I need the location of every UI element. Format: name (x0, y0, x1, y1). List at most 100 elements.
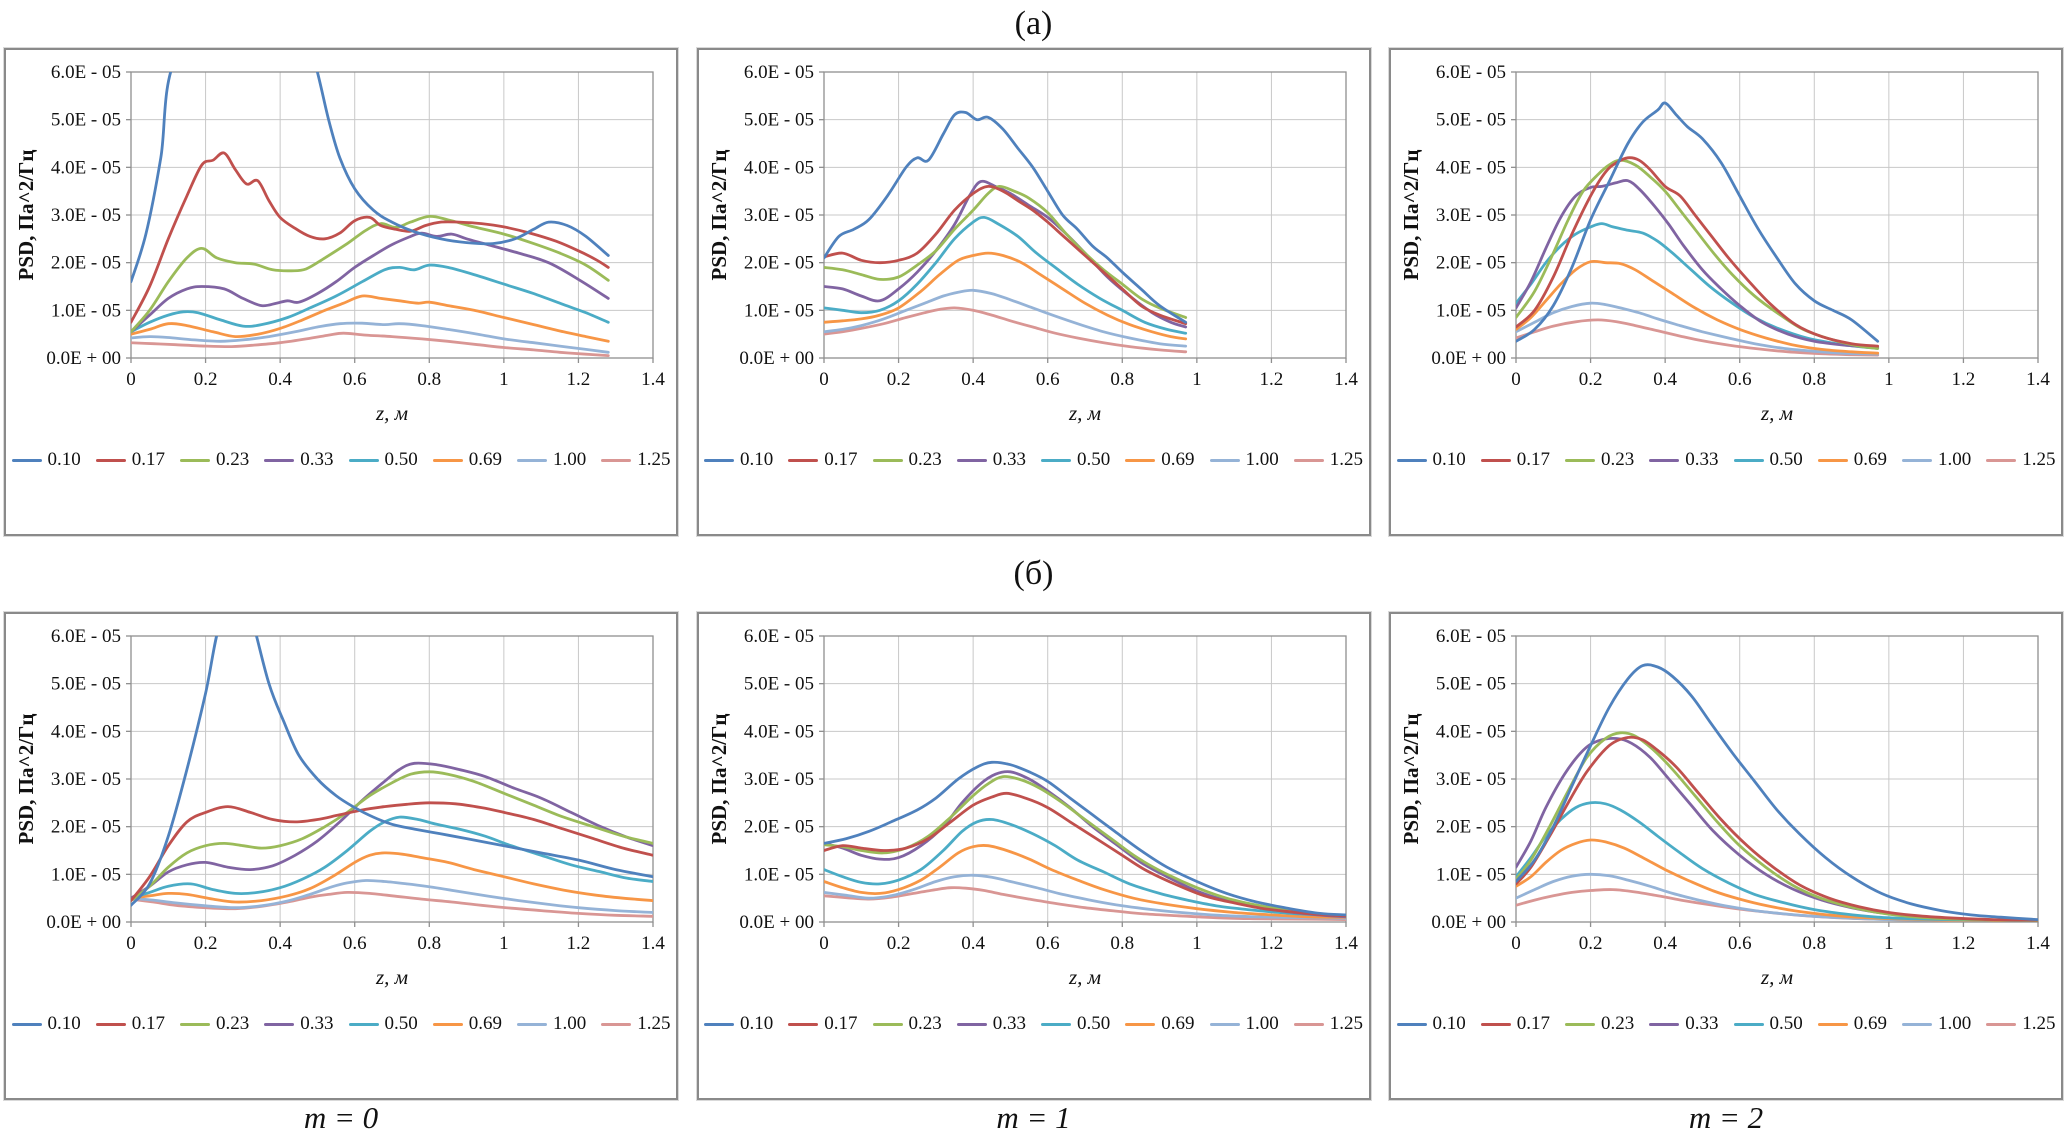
axis-labels: 0.0E + 00 1.0E - 05 2.0E - 05 3.0E - 05 4.0E… (1399, 626, 2050, 989)
series-line-0.50 (131, 263, 610, 334)
series-line-0.33 (131, 761, 653, 900)
legend-label: 0.17 (824, 449, 858, 470)
series-line-0.17 (131, 801, 653, 902)
axis-labels: 0.0E + 00 1.0E - 05 2.0E - 05 3.0E - 05 4.0E… (14, 626, 665, 989)
y-tick-label: 2.0E - 05 (1436, 253, 1506, 274)
legend-label: 0.23 (216, 1013, 250, 1034)
legend-item-0.23: 0.23 (1565, 449, 1634, 471)
legend-item-1.25: 1.25 (1986, 1013, 2056, 1035)
x-axis-title: z, м (1067, 965, 1100, 989)
y-tick-label: 0.0E + 00 (739, 348, 814, 369)
legend-line-swatch (1986, 1022, 2017, 1026)
x-axis-title: z, м (375, 401, 408, 425)
legend-item-0.50: 0.50 (1041, 1013, 1110, 1035)
y-tick-label: 2.0E - 05 (743, 253, 813, 274)
legend-item-0.17: 0.17 (788, 449, 858, 471)
legend-label: 0.69 (1853, 1013, 1887, 1034)
legend-label: 0.50 (1077, 449, 1111, 470)
x-tick-label: 1.4 (2026, 369, 2050, 390)
legend-label: 0.23 (1601, 449, 1635, 470)
legend-line-swatch (1209, 458, 1240, 462)
legend-line-swatch (1125, 458, 1156, 462)
x-tick-label: 0.2 (194, 933, 218, 954)
x-tick-label: 0.8 (1802, 933, 1826, 954)
panel-row-b: 0.0E + 00 1.0E - 05 2.0E - 05 3.0E - 05 4.0E… (0, 612, 2067, 1100)
series-line-0.69 (131, 294, 610, 343)
legend-item-1.00: 1.00 (1902, 449, 1971, 471)
x-tick-label: 0.2 (194, 369, 218, 390)
legend-item-0.10: 0.10 (1396, 449, 1466, 471)
series-line-1.00 (823, 873, 1346, 920)
legend-item-0.23: 0.23 (180, 449, 249, 471)
x-tick-label: 0.8 (417, 369, 441, 390)
y-tick-label: 4.0E - 05 (51, 157, 121, 178)
x-tick-label: 1.2 (1952, 369, 1976, 390)
legend-line-swatch (956, 1022, 987, 1026)
legend-label: 0.69 (1161, 1013, 1195, 1034)
x-tick-label: 1.2 (1952, 933, 1976, 954)
column-label-m1: m = 1 (996, 1100, 1071, 1135)
legend-label: 0.10 (47, 1013, 81, 1034)
series-line-1.25 (131, 890, 653, 918)
series-line-0.50 (823, 818, 1346, 918)
x-tick-label: 0 (126, 369, 136, 390)
y-tick-label: 5.0E - 05 (743, 110, 813, 131)
tick-marks (818, 635, 1347, 927)
chart-panel-b-m0: 0.0E + 00 1.0E - 05 2.0E - 05 3.0E - 05 4.0E… (4, 612, 678, 1100)
y-tick-label: 6.0E - 05 (743, 626, 813, 647)
legend-line-swatch (704, 1022, 734, 1026)
legend-item-0.69: 0.69 (1817, 449, 1887, 471)
series-line-1.00 (1516, 301, 1880, 356)
axis-labels: 0.0E + 00 1.0E - 05 2.0E - 05 3.0E - 05 4.0E… (1399, 62, 2050, 425)
legend-line-swatch (180, 1022, 210, 1026)
x-axis-title: z, м (1760, 401, 1793, 425)
series-line-0.17 (1516, 156, 1880, 348)
chart-panel-a-m2: 0.0E + 00 1.0E - 05 2.0E - 05 3.0E - 05 4.0E… (1389, 48, 2063, 536)
legend-line-swatch (517, 1022, 547, 1026)
series-line-0.10 (823, 760, 1346, 917)
legend-line-swatch (704, 458, 734, 462)
legend-line-swatch (11, 458, 42, 462)
legend-item-1.00: 1.00 (1902, 1013, 1971, 1035)
legend-line-swatch (1902, 1022, 1932, 1026)
legend-line-swatch (872, 458, 903, 462)
legend-label: 0.33 (1685, 1013, 1719, 1034)
legend-line-swatch (432, 458, 463, 462)
series-line-0.23 (131, 214, 610, 334)
legend-item-0.17: 0.17 (1480, 1013, 1550, 1035)
legend-item-0.33: 0.33 (264, 1013, 334, 1035)
x-tick-label: 1.4 (1334, 933, 1358, 954)
legend-item-0.69: 0.69 (1125, 449, 1195, 471)
legend-line-swatch (1480, 458, 1511, 462)
legend-item-0.33: 0.33 (956, 1013, 1026, 1035)
legend-label: 0.50 (384, 449, 418, 470)
legend-item-0.69: 0.69 (432, 1013, 502, 1035)
x-axis-title: z, м (375, 965, 408, 989)
y-axis-title: PSD, Па^2/Гц (1399, 149, 1423, 280)
x-tick-label: 0.6 (1728, 933, 1752, 954)
x-tick-label: 1 (499, 369, 509, 390)
legend-item-1.25: 1.25 (1986, 449, 2056, 471)
legend-label: 1.00 (1245, 1013, 1279, 1034)
legend-line-swatch (264, 458, 295, 462)
legend-label: 0.10 (1432, 449, 1466, 470)
series-line-0.69 (823, 844, 1346, 919)
x-tick-label: 0 (126, 933, 136, 954)
psd-chart-canvas: 0.0E + 00 1.0E - 05 2.0E - 05 3.0E - 05 4.0E… (707, 62, 1358, 425)
series-line-1.00 (131, 321, 610, 354)
legend-item-0.33: 0.33 (264, 449, 334, 471)
legend-label: 1.25 (1329, 449, 1363, 470)
legend-item-0.23: 0.23 (872, 449, 942, 471)
legend-line-swatch (95, 458, 126, 462)
x-tick-label: 0.8 (1110, 933, 1134, 954)
legend-label: 1.25 (2022, 1013, 2056, 1034)
series-line-0.50 (823, 215, 1187, 335)
y-tick-label: 1.0E - 05 (743, 300, 813, 321)
psd-chart-canvas: 0.0E + 00 1.0E - 05 2.0E - 05 3.0E - 05 4.0E… (14, 626, 665, 989)
series-line-1.25 (823, 306, 1187, 354)
legend-item-0.17: 0.17 (95, 449, 165, 471)
legend-item-0.69: 0.69 (432, 449, 502, 471)
x-tick-label: 1.4 (1334, 369, 1358, 390)
legend-line-swatch (1293, 458, 1324, 462)
x-tick-label: 0 (819, 369, 829, 390)
